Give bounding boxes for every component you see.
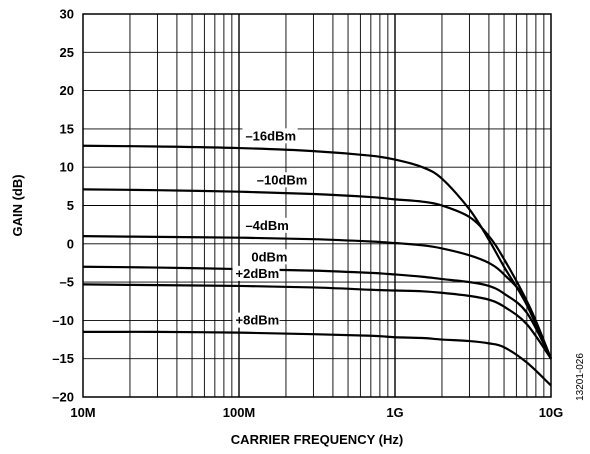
y-tick-label: 10	[60, 160, 74, 175]
series-label-bg	[248, 249, 288, 265]
y-tick-labels: 30 25 20 15 10 5 0 –5 –10 –15 –20	[52, 7, 74, 405]
y-tick-label: –10	[52, 313, 74, 328]
series-label-bg	[242, 128, 298, 144]
y-tick-label: 15	[60, 121, 74, 136]
y-tick-label: –20	[52, 390, 74, 405]
x-tick-label: 1G	[386, 405, 403, 420]
series-label: +8dBm	[236, 313, 280, 328]
series-line-3	[82, 265, 552, 360]
series-label: –4dBm	[245, 218, 288, 233]
series-line-5	[82, 330, 552, 387]
y-tick-label: 25	[60, 45, 74, 60]
series-line-4	[82, 283, 552, 360]
series-line-0	[82, 144, 553, 360]
series-label: –16dBm	[245, 128, 296, 143]
x-tick-label: 10M	[70, 405, 95, 420]
series-label-bg	[232, 265, 280, 281]
series-lines	[82, 144, 553, 387]
y-tick-label: 0	[67, 236, 74, 251]
y-tick-label: 5	[67, 198, 74, 213]
series-label-bg	[253, 172, 309, 188]
series-label: 0dBm	[251, 249, 287, 264]
x-tick-label: 10G	[539, 405, 564, 420]
x-tick-label: 100M	[223, 405, 256, 420]
series-label: –10dBm	[257, 172, 308, 187]
y-tick-label: 20	[60, 83, 74, 98]
series-label: +2dBm	[236, 266, 280, 281]
series-line-2	[82, 235, 553, 360]
series-label-bg	[232, 312, 280, 328]
x-tick-labels: 10M 100M 1G 10G	[70, 405, 563, 420]
x-axis-title: CARRIER FREQUENCY (Hz)	[231, 432, 403, 447]
y-tick-label: –5	[60, 275, 74, 290]
series-line-1	[82, 188, 553, 360]
y-tick-label: –15	[52, 351, 74, 366]
figure-id: 13201-026	[575, 353, 586, 401]
series-label-bg	[242, 217, 290, 233]
y-axis-title: GAIN (dB)	[10, 174, 25, 236]
grid	[83, 14, 551, 397]
plot-frame	[82, 13, 552, 398]
y-tick-label: 30	[60, 7, 74, 22]
series-labels: –16dBm –10dBm –4dBm 0dBm +2dBm +8dBm	[232, 128, 309, 328]
